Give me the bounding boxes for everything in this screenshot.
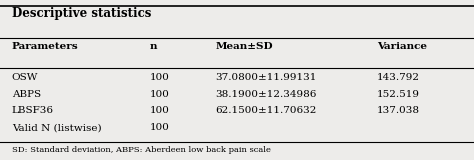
Text: 100: 100	[149, 106, 169, 115]
Text: n: n	[149, 42, 157, 51]
Text: Descriptive statistics: Descriptive statistics	[12, 7, 151, 20]
Text: ABPS: ABPS	[12, 90, 41, 99]
Text: 143.792: 143.792	[377, 73, 420, 82]
Text: 152.519: 152.519	[377, 90, 420, 99]
Text: 100: 100	[149, 73, 169, 82]
Text: 100: 100	[149, 123, 169, 132]
Text: LBSF36: LBSF36	[12, 106, 54, 115]
Text: 100: 100	[149, 90, 169, 99]
Text: SD: Standard deviation, ABPS: Aberdeen low back pain scale: SD: Standard deviation, ABPS: Aberdeen l…	[12, 146, 271, 154]
Text: 37.0800±11.99131: 37.0800±11.99131	[216, 73, 317, 82]
Text: OSW: OSW	[12, 73, 38, 82]
Text: 137.038: 137.038	[377, 106, 420, 115]
Text: 38.1900±12.34986: 38.1900±12.34986	[216, 90, 317, 99]
Text: Variance: Variance	[377, 42, 427, 51]
Text: Valid N (listwise): Valid N (listwise)	[12, 123, 101, 132]
Text: 62.1500±11.70632: 62.1500±11.70632	[216, 106, 317, 115]
Text: Parameters: Parameters	[12, 42, 79, 51]
Text: Mean±SD: Mean±SD	[216, 42, 273, 51]
